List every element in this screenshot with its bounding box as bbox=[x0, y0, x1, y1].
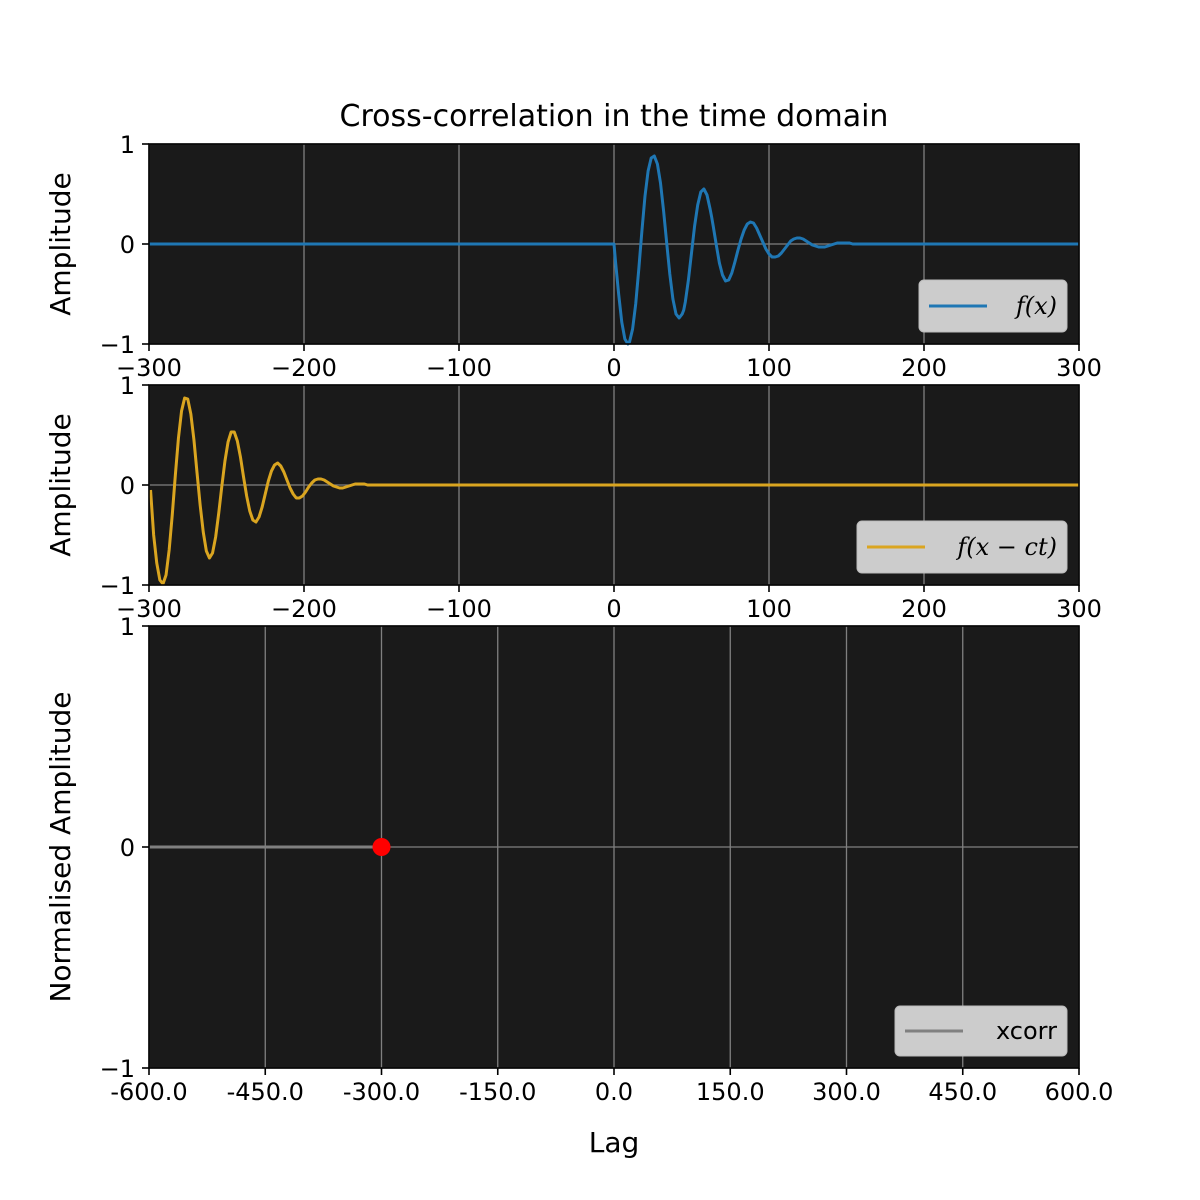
y-tick-label: 0 bbox=[120, 231, 135, 259]
y-tick-label: −1 bbox=[100, 331, 135, 359]
y-tick-label: 1 bbox=[120, 131, 135, 159]
x-tick-label: −100 bbox=[426, 354, 492, 382]
x-tick-label: −300 bbox=[116, 595, 182, 623]
x-tick-label: 200 bbox=[901, 354, 947, 382]
x-tick-label: −300 bbox=[116, 354, 182, 382]
x-tick-label: 150.0 bbox=[696, 1078, 765, 1106]
axes-panel-1 bbox=[142, 143, 1080, 351]
legend bbox=[856, 520, 1068, 574]
series-line bbox=[149, 396, 1079, 586]
x-tick-label: 100 bbox=[746, 354, 792, 382]
x-tick-label: 300 bbox=[1056, 595, 1102, 623]
legend bbox=[918, 279, 1068, 333]
x-tick-label: 0 bbox=[606, 595, 621, 623]
legend-box bbox=[856, 520, 1068, 574]
legend-box bbox=[894, 1005, 1068, 1057]
legend-label: xcorr bbox=[996, 1017, 1057, 1045]
y-tick-label: −1 bbox=[100, 1055, 135, 1083]
y-axis-label: Amplitude bbox=[44, 413, 77, 557]
y-axis-label: Normalised Amplitude bbox=[44, 691, 77, 1002]
x-tick-label: -450.0 bbox=[227, 1078, 304, 1106]
x-tick-label: 300.0 bbox=[812, 1078, 881, 1106]
legend-label: f(x) bbox=[1014, 292, 1057, 320]
y-tick-label: −1 bbox=[100, 572, 135, 600]
axes-panel-2 bbox=[142, 384, 1080, 592]
series-line bbox=[149, 154, 1079, 346]
x-tick-label: -150.0 bbox=[459, 1078, 536, 1106]
x-tick-label: 0 bbox=[606, 354, 621, 382]
y-tick-label: 1 bbox=[120, 372, 135, 400]
chart-title: Cross-correlation in the time domain bbox=[340, 99, 889, 134]
x-tick-label: -300.0 bbox=[343, 1078, 420, 1106]
x-tick-label: −200 bbox=[271, 595, 337, 623]
x-tick-label: 300 bbox=[1056, 354, 1102, 382]
x-tick-label: 100 bbox=[746, 595, 792, 623]
y-tick-label: 0 bbox=[120, 834, 135, 862]
x-tick-label: 450.0 bbox=[928, 1078, 997, 1106]
x-tick-label: 0.0 bbox=[595, 1078, 633, 1106]
y-tick-label: 0 bbox=[120, 472, 135, 500]
legend-label: f(x − ct) bbox=[955, 533, 1057, 561]
lag-marker bbox=[372, 838, 391, 856]
y-tick-label: 1 bbox=[120, 613, 135, 641]
axes-panel-3 bbox=[142, 625, 1080, 1075]
x-tick-label: −100 bbox=[426, 595, 492, 623]
y-axis-label: Amplitude bbox=[44, 172, 77, 316]
x-tick-label: 200 bbox=[901, 595, 947, 623]
x-axis-label: Lag bbox=[589, 1126, 640, 1159]
x-tick-label: −200 bbox=[271, 354, 337, 382]
legend bbox=[894, 1005, 1068, 1057]
legend-box bbox=[918, 279, 1068, 333]
x-tick-label: -600.0 bbox=[110, 1078, 187, 1106]
x-tick-label: 600.0 bbox=[1045, 1078, 1114, 1106]
